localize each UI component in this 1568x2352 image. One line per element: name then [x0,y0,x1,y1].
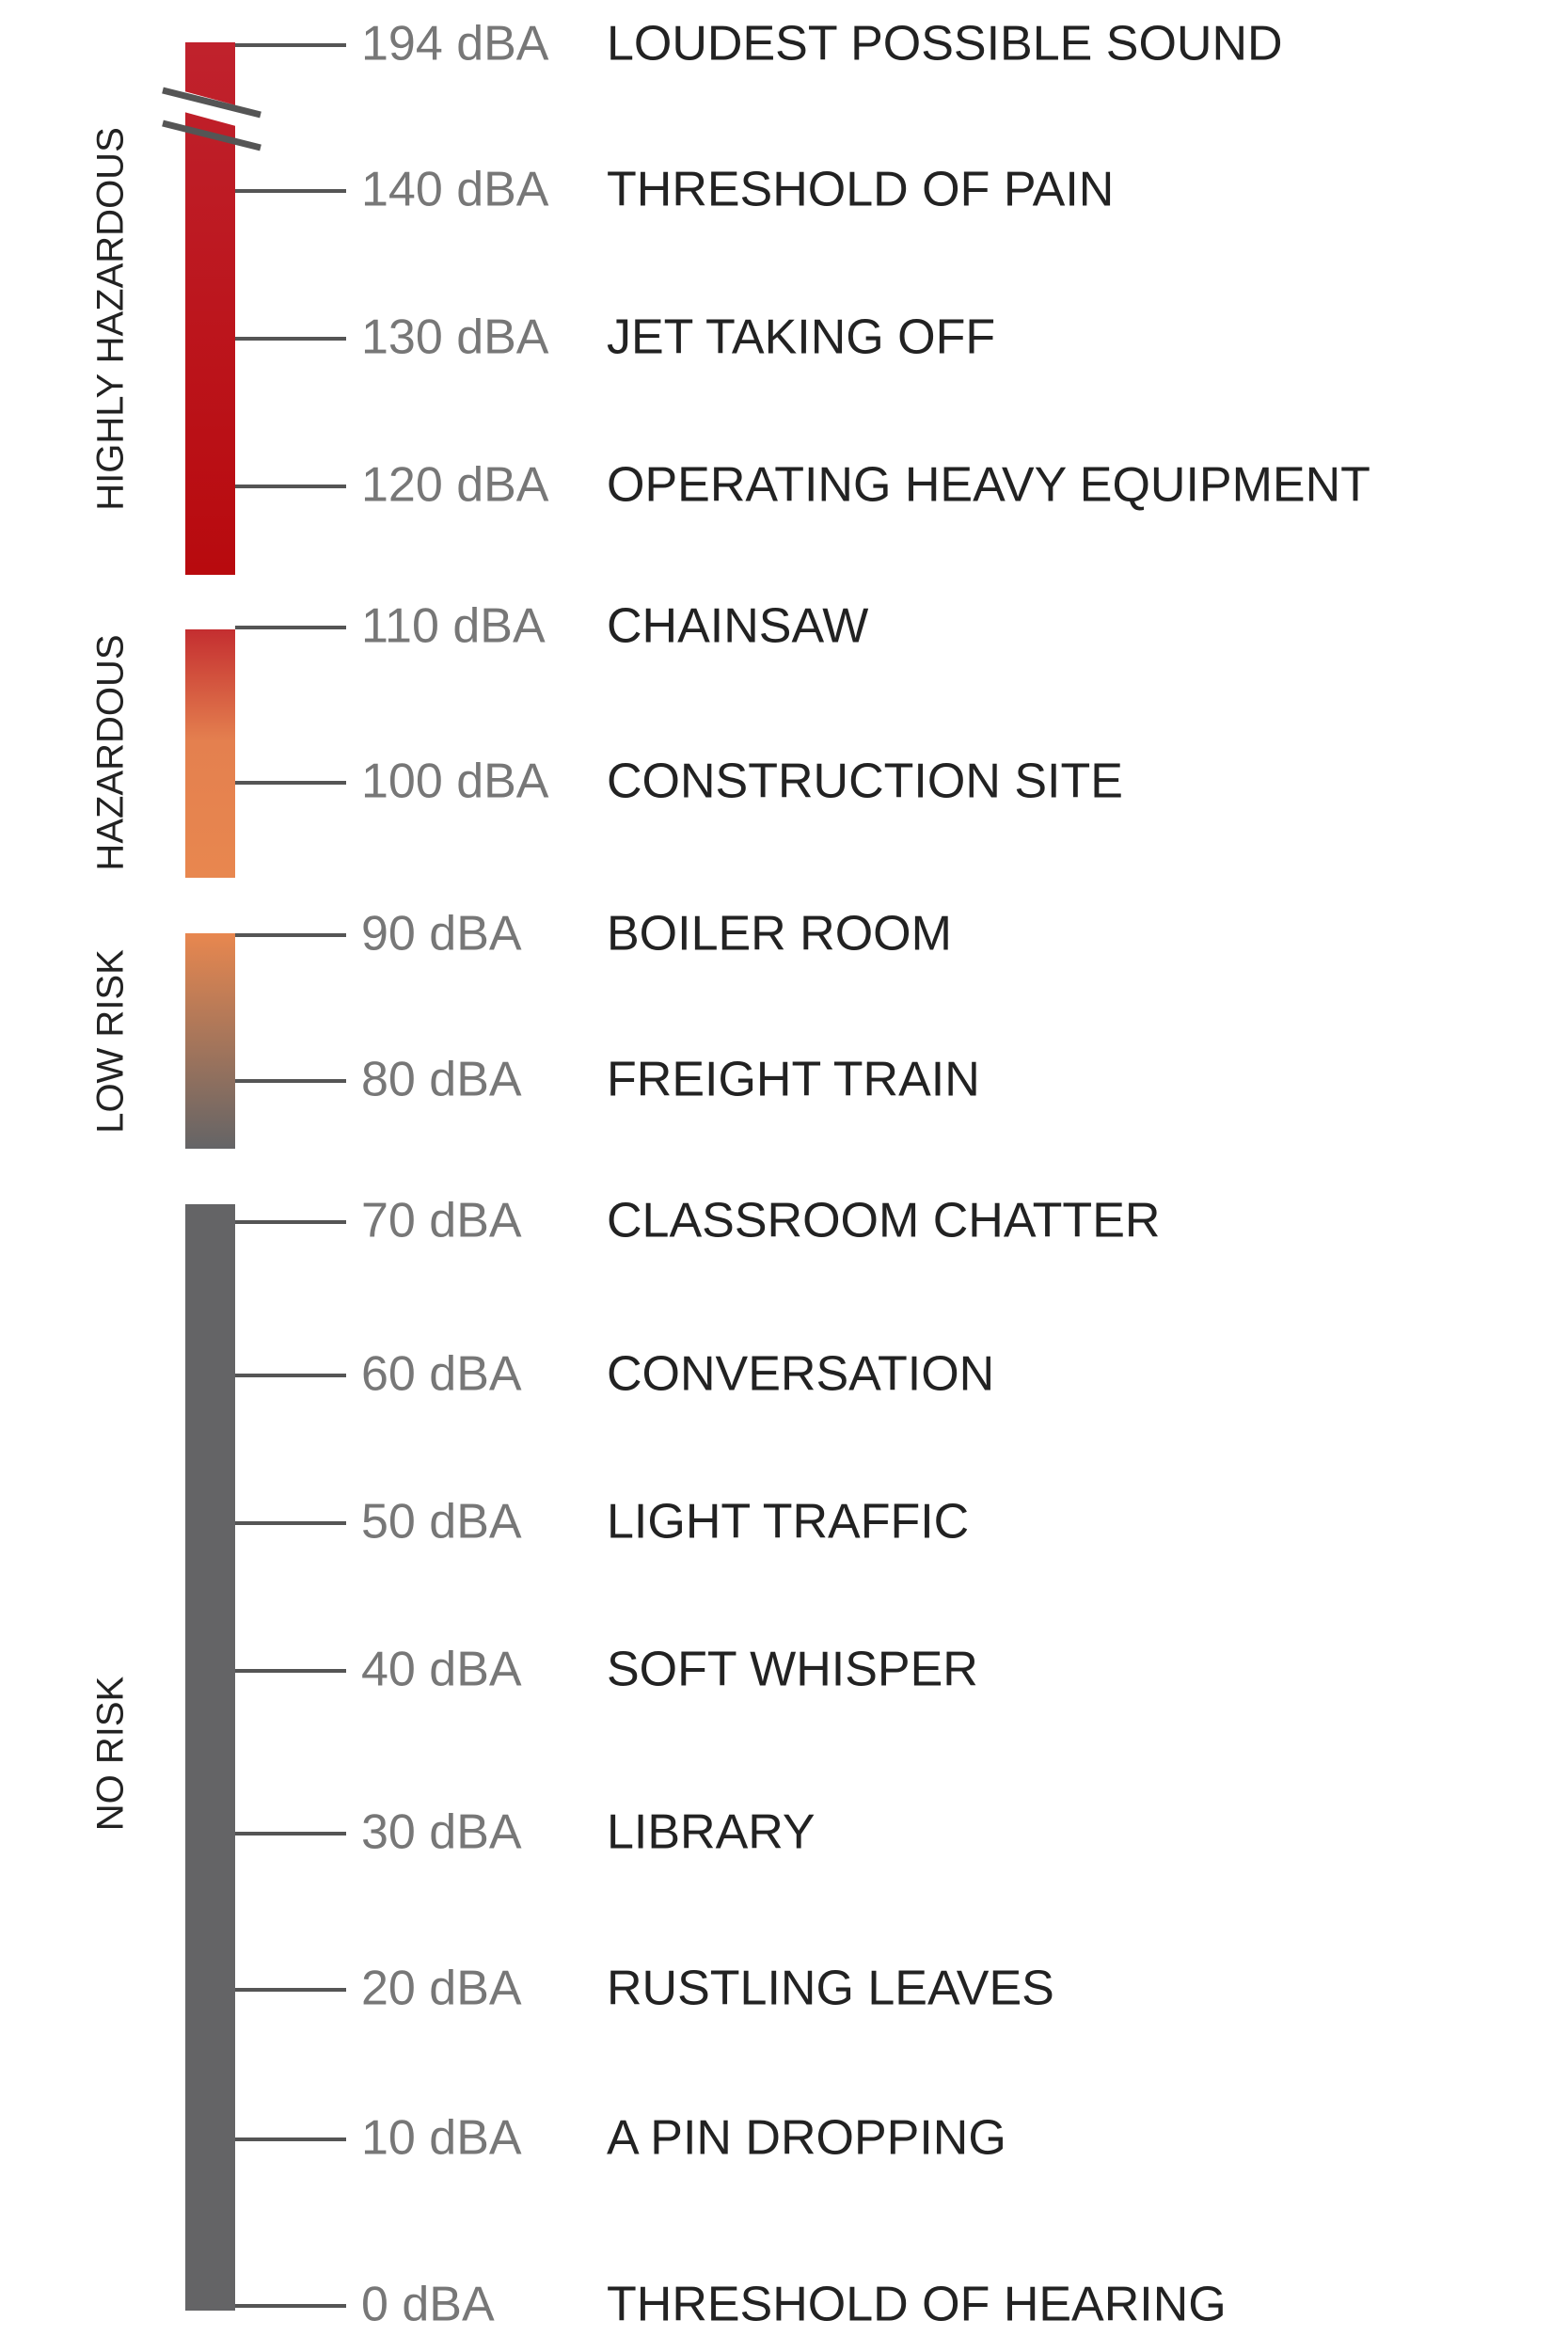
level-label: LIBRARY [607,1805,816,1860]
level-label: OPERATING HEAVY EQUIPMENT [607,458,1370,513]
level-value: 0 dBA [361,2278,495,2332]
level-label: LIGHT TRAFFIC [607,1495,969,1549]
level-value: 70 dBA [361,1194,522,1248]
break-mark [162,119,261,151]
zone-bar [185,629,235,878]
level-label: JET TAKING OFF [607,310,995,365]
level-label: CONVERSATION [607,1347,994,1402]
level-label: CHAINSAW [607,599,868,654]
levels: 194 dBA LOUDEST POSSIBLE SOUND 140 dBA THRE… [235,17,1370,2332]
level-label: A PIN DROPPING [607,2111,1006,2166]
level-label: LOUDEST POSSIBLE SOUND [607,17,1283,72]
zone-label: HIGHLY HAZARDOUS [90,127,132,510]
level-label: THRESHOLD OF HEARING [607,2278,1227,2332]
level-value: 120 dBA [361,458,549,513]
level-value: 30 dBA [361,1805,522,1860]
level-value: 10 dBA [361,2111,522,2166]
level-value: 130 dBA [361,310,549,365]
break-mark [162,87,261,119]
zone-label: LOW RISK [90,949,132,1134]
zone-label: HAZARDOUS [90,634,132,870]
level-value: 110 dBA [361,599,546,654]
level-value: 100 dBA [361,755,549,809]
level-value: 140 dBA [361,163,549,217]
level-value: 40 dBA [361,1643,522,1697]
level-value: 194 dBA [361,17,549,72]
level-label: CONSTRUCTION SITE [607,755,1123,809]
zone-bar [185,1204,235,2311]
level-label: THRESHOLD OF PAIN [607,163,1114,217]
level-label: SOFT WHISPER [607,1643,978,1697]
level-value: 20 dBA [361,1962,522,2016]
level-label: BOILER ROOM [607,907,952,961]
level-value: 90 dBA [361,907,522,961]
zone-bar [185,933,235,1149]
level-value: 60 dBA [361,1347,522,1402]
level-value: 80 dBA [361,1053,522,1107]
level-value: 50 dBA [361,1495,522,1549]
level-label: RUSTLING LEAVES [607,1962,1054,2016]
zone-label: NO RISK [90,1676,132,1831]
level-label: CLASSROOM CHATTER [607,1194,1160,1248]
level-label: FREIGHT TRAIN [607,1053,980,1107]
zone-labels: HIGHLY HAZARDOUS HAZARDOUS LOW RISK NO RISK [90,127,132,1831]
